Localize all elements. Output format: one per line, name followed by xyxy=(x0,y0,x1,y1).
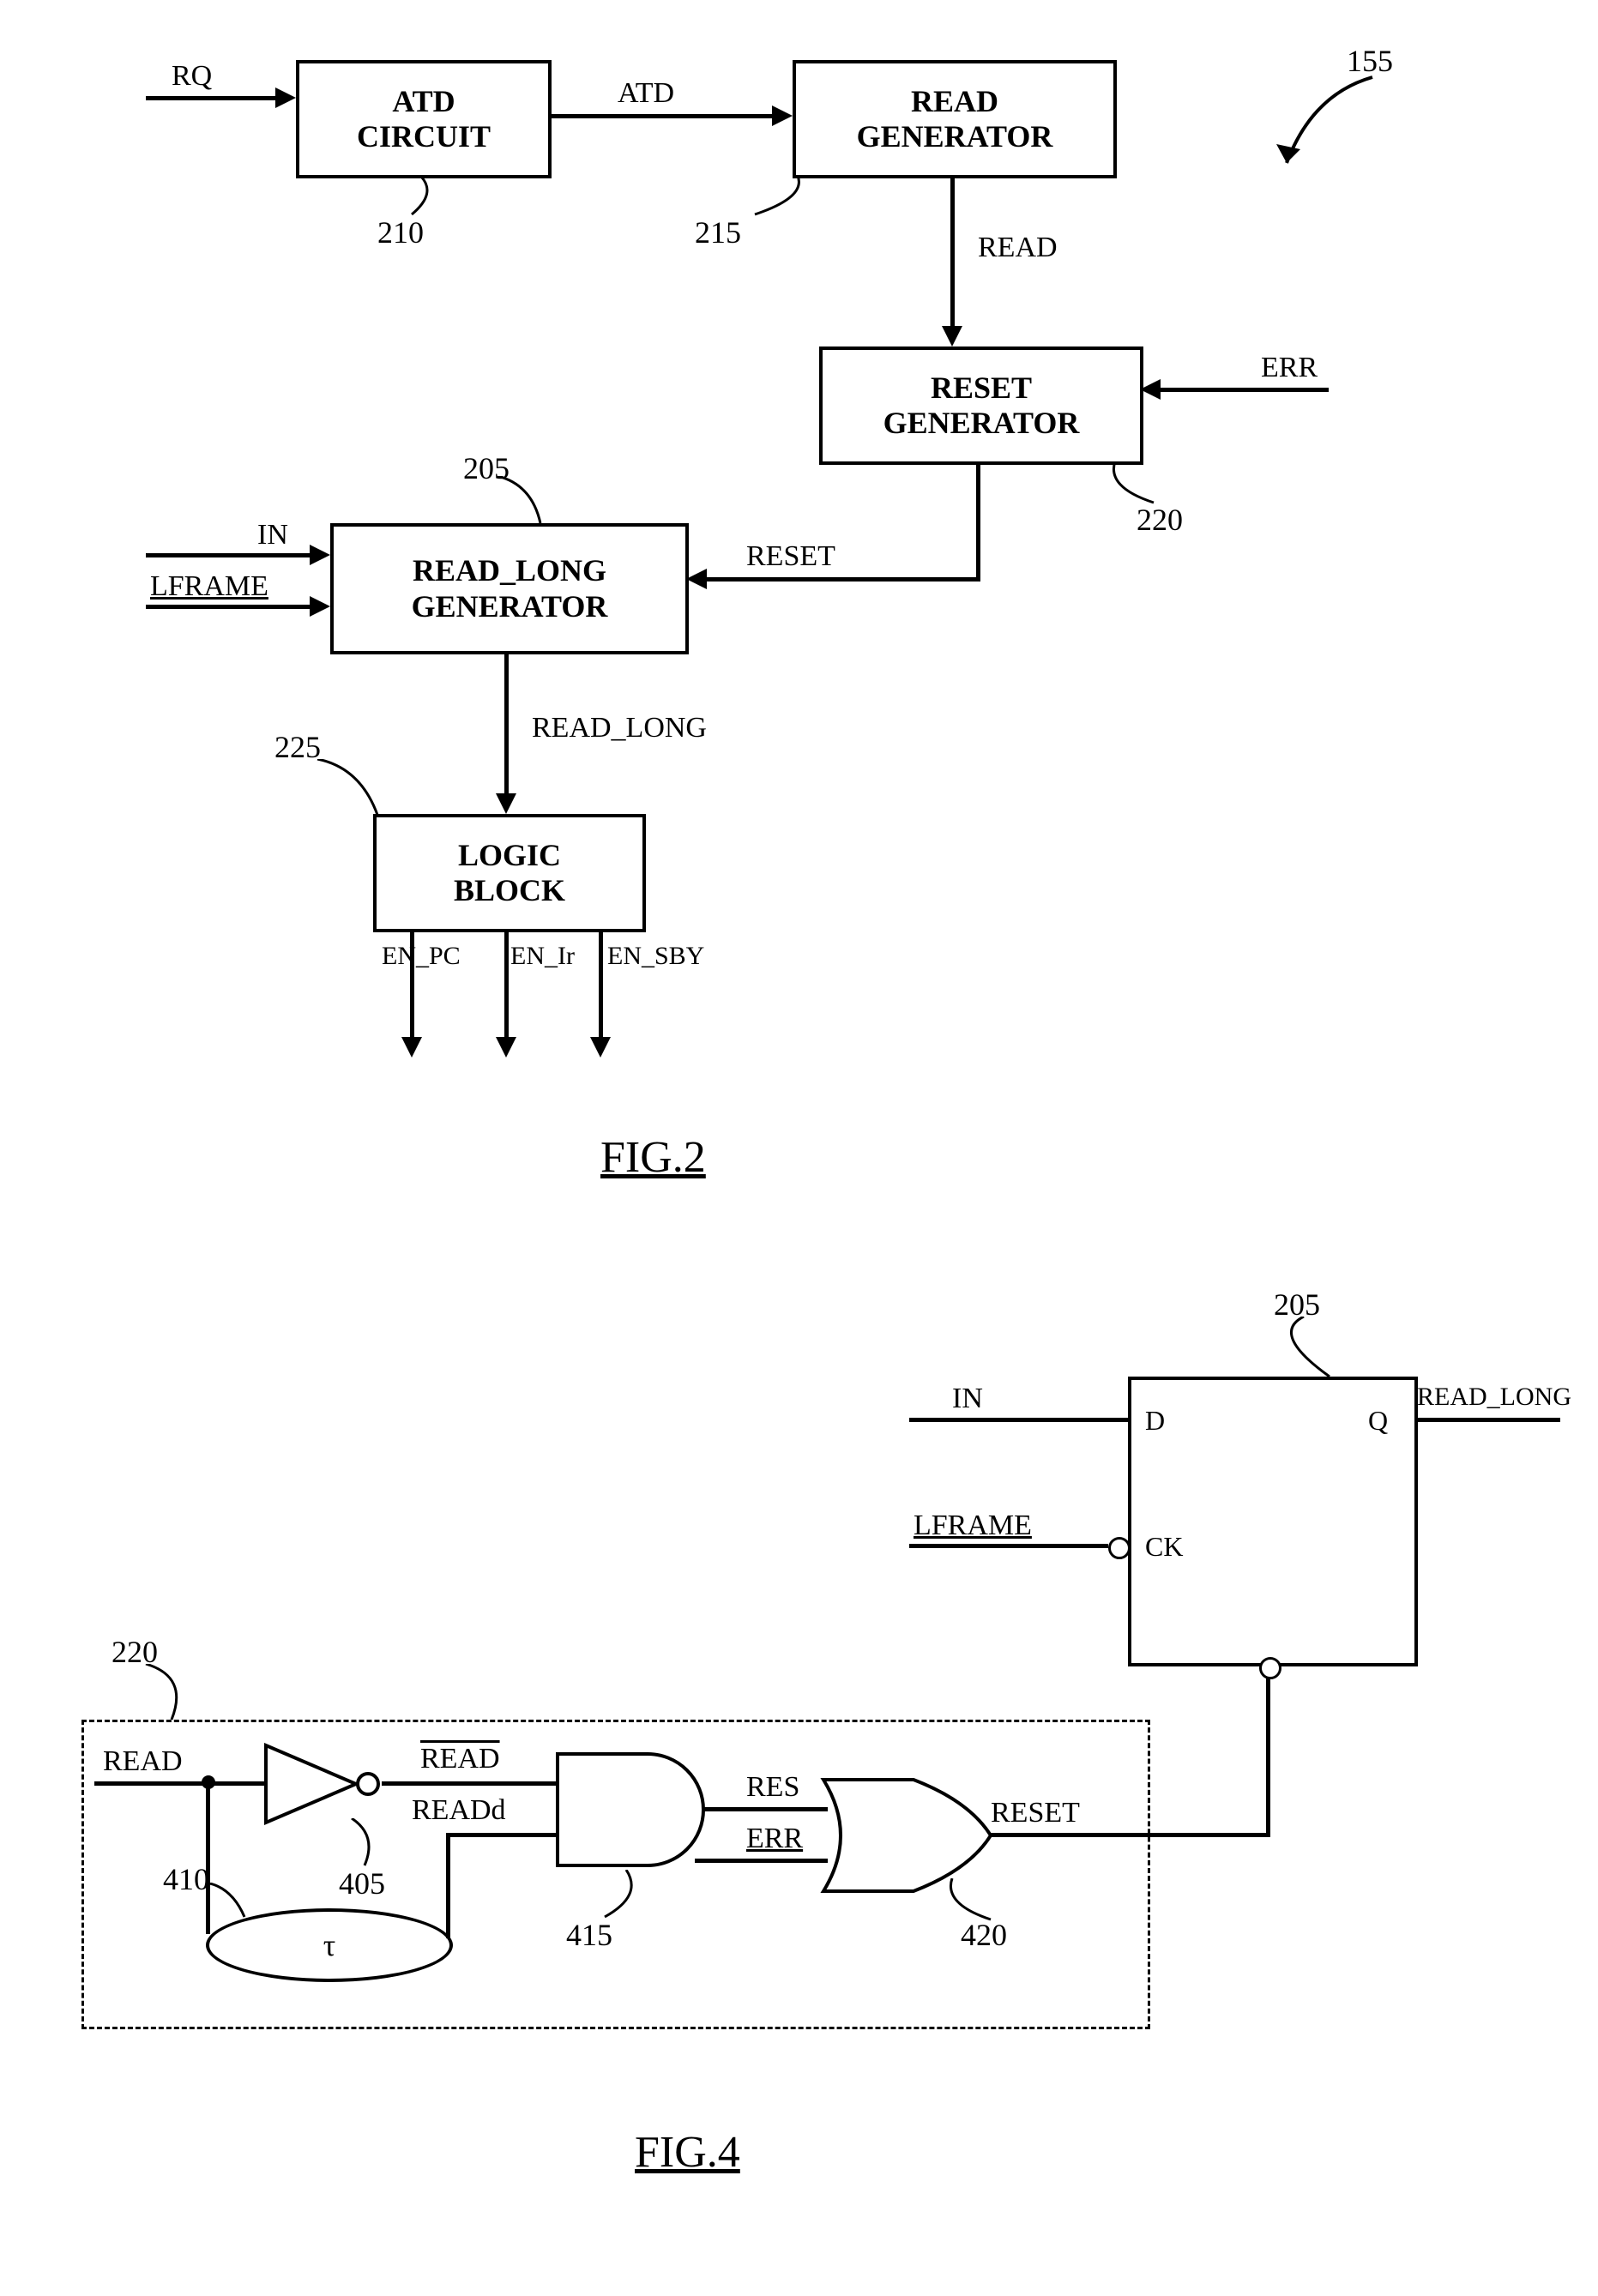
logic-block-box: LOGIC BLOCK xyxy=(373,814,646,932)
atd-arrowhead xyxy=(772,105,793,126)
readd-label: READd xyxy=(412,1794,506,1827)
readlong-label-4: READ_LONG xyxy=(1417,1383,1571,1412)
reset-sig: RESET xyxy=(746,540,835,573)
reset-arrowhead xyxy=(686,569,707,589)
ref-405: 405 xyxy=(339,1865,385,1901)
read-sig-label: READ xyxy=(978,232,1058,264)
ref-210-leader xyxy=(403,176,455,219)
read-wire xyxy=(950,175,955,329)
read-wire-4 xyxy=(94,1781,266,1786)
lframe-label: LFRAME xyxy=(150,570,268,603)
in-wire-4 xyxy=(909,1418,1128,1422)
ref-410: 410 xyxy=(163,1861,209,1897)
reset-to-ff-v xyxy=(1266,1677,1270,1837)
ensby-arrowhead xyxy=(590,1037,611,1058)
logic-block-label: LOGIC BLOCK xyxy=(454,838,565,909)
reset-label-4: RESET xyxy=(991,1797,1080,1829)
atd-circuit-box: ATD CIRCUIT xyxy=(296,60,552,178)
ref-415: 415 xyxy=(566,1917,612,1953)
err-label: ERR xyxy=(1261,352,1318,384)
reset-to-ff-h xyxy=(1102,1833,1269,1837)
in-label-4: IN xyxy=(952,1383,983,1415)
reset-wire-h xyxy=(703,577,980,582)
rq-label: RQ xyxy=(172,60,212,93)
ref-410-leader xyxy=(206,1883,257,1921)
in-wire xyxy=(146,553,313,557)
ff-q: Q xyxy=(1368,1405,1388,1437)
readbar-label: READ xyxy=(420,1743,500,1775)
readlong-wire xyxy=(504,651,509,797)
delay-out-h xyxy=(446,1833,558,1837)
err-wire xyxy=(1157,388,1329,392)
ref-210: 210 xyxy=(377,214,424,250)
res-wire xyxy=(703,1807,828,1811)
read-generator-box: READ GENERATOR xyxy=(793,60,1117,178)
reset-generator-label: RESET GENERATOR xyxy=(883,371,1080,442)
diagram-canvas: 155 ATD CIRCUIT RQ ATD READ GENERATOR 21… xyxy=(34,34,1564,2262)
ensby-label: EN_SBY xyxy=(607,942,704,971)
delay-out-v xyxy=(446,1835,450,1938)
in-label: IN xyxy=(257,519,288,551)
ref-205b-leader xyxy=(1269,1317,1347,1381)
ref-220-leader xyxy=(1107,461,1175,509)
or-gate-svg xyxy=(819,1775,999,1895)
read-label-4: READ xyxy=(103,1745,183,1778)
enir-label: EN_Ir xyxy=(510,942,575,971)
lframe-wire xyxy=(146,605,313,609)
ref-155-arrow xyxy=(1261,69,1407,189)
reset-generator-box: RESET GENERATOR xyxy=(819,347,1143,465)
atd-wire xyxy=(548,114,775,118)
enpc-arrowhead xyxy=(401,1037,422,1058)
enir-arrowhead xyxy=(496,1037,516,1058)
ensby-wire xyxy=(599,929,603,1040)
ff-d: D xyxy=(1145,1405,1165,1437)
lframe-arrowhead xyxy=(310,596,330,617)
readlong-wire-4 xyxy=(1414,1418,1560,1422)
readlong-sig: READ_LONG xyxy=(532,712,707,744)
err-arrowhead xyxy=(1140,379,1161,400)
delay-label: τ xyxy=(323,1927,335,1963)
reset-wire-v xyxy=(976,461,980,582)
err-label-4: ERR xyxy=(746,1823,803,1855)
rq-arrowhead xyxy=(275,87,296,108)
readbar-wire xyxy=(382,1781,558,1786)
rq-wire xyxy=(146,96,279,100)
and-gate-svg xyxy=(553,1750,716,1870)
readlong-arrowhead xyxy=(496,793,516,814)
reset-wire-4h xyxy=(991,1833,1107,1837)
ff-ck: CK xyxy=(1145,1531,1183,1563)
ref-215-leader xyxy=(746,176,815,219)
read-generator-label: READ GENERATOR xyxy=(857,84,1053,155)
read-long-generator-label: READ_LONG GENERATOR xyxy=(412,553,608,624)
enpc-label: EN_PC xyxy=(382,942,461,971)
atd-sig-label: ATD xyxy=(618,77,674,110)
read-long-generator-box: READ_LONG GENERATOR xyxy=(330,523,689,654)
res-label: RES xyxy=(746,1771,799,1804)
lframe-wire-4 xyxy=(909,1544,1108,1548)
ref-415-leader xyxy=(600,1870,652,1921)
in-arrowhead xyxy=(310,545,330,565)
err-wire-4 xyxy=(695,1859,828,1863)
lframe-label-4: LFRAME xyxy=(914,1510,1032,1542)
enir-wire xyxy=(504,929,509,1040)
ref-205-leader xyxy=(489,476,558,527)
ref-225-leader xyxy=(309,759,386,819)
atd-circuit-label: ATD CIRCUIT xyxy=(357,84,491,155)
fig4-caption: FIG.4 xyxy=(635,2127,740,2178)
ref-215: 215 xyxy=(695,214,741,250)
ref-420-leader xyxy=(944,1878,1004,1925)
read-arrowhead xyxy=(942,326,962,347)
ck-bubble xyxy=(1108,1537,1131,1559)
ref-405-leader xyxy=(339,1818,390,1870)
ref-220b-leader xyxy=(129,1664,206,1724)
inverter-svg xyxy=(262,1741,390,1827)
fig2-caption: FIG.2 xyxy=(600,1132,706,1183)
reset-bubble xyxy=(1259,1657,1281,1679)
